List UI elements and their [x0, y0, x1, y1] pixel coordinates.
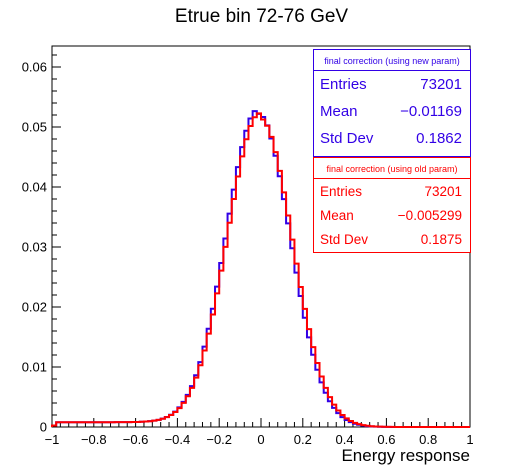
- stats-value: −0.01169: [400, 103, 462, 120]
- stats-label: Entries: [320, 76, 367, 93]
- x-tick-label: 0: [257, 432, 264, 447]
- y-tick-label: 0.01: [22, 360, 47, 375]
- x-tick-label: −1: [45, 432, 60, 447]
- stats-label: Mean: [320, 207, 354, 223]
- stats-divider: [314, 70, 470, 71]
- x-tick-label: −0.4: [165, 432, 191, 447]
- stats-value: 73201: [424, 183, 462, 199]
- stats-value: −0.005299: [397, 207, 462, 223]
- stats-box-new-param: final correction (using new param) Entri…: [313, 49, 471, 157]
- x-tick-label: 0.8: [419, 432, 437, 447]
- stats-box-old-param: final correction (using old param) Entri…: [313, 157, 471, 253]
- stats-divider: [314, 178, 470, 179]
- y-tick-label: 0.04: [22, 180, 47, 195]
- y-tick-label: 0.03: [22, 240, 47, 255]
- stats-value: 73201: [420, 76, 462, 93]
- stats-row-entries: Entries 73201: [314, 71, 470, 98]
- x-tick-label: −0.6: [123, 432, 149, 447]
- stats-label: Entries: [320, 183, 363, 199]
- stats-row-mean: Mean −0.005299: [314, 203, 470, 227]
- x-axis-title: Energy response: [341, 446, 470, 465]
- x-tick-label: 0.6: [377, 432, 395, 447]
- stats-label: Mean: [320, 103, 358, 120]
- y-tick-label: 0.02: [22, 300, 47, 315]
- x-tick-label: 0.4: [336, 432, 354, 447]
- stats-label: Std Dev: [320, 231, 369, 247]
- x-tick-label: 0.2: [294, 432, 312, 447]
- stats-header-new: final correction (using new param): [324, 56, 460, 66]
- y-tick-label: 0.06: [22, 60, 47, 75]
- stats-value: 0.1862: [416, 130, 462, 147]
- stats-header-old: final correction (using old param): [326, 164, 458, 174]
- stats-row-std: Std Dev 0.1875: [314, 227, 470, 251]
- chart-title: Etrue bin 72-76 GeV: [174, 6, 349, 27]
- stats-value: 0.1875: [420, 231, 462, 247]
- stats-row-std: Std Dev 0.1862: [314, 125, 470, 152]
- stats-row-entries: Entries 73201: [314, 179, 470, 203]
- stats-label: Std Dev: [320, 130, 374, 147]
- x-tick-label: 1: [466, 432, 473, 447]
- stats-row-mean: Mean −0.01169: [314, 98, 470, 125]
- x-tick-label: −0.2: [206, 432, 232, 447]
- x-tick-label: −0.8: [81, 432, 107, 447]
- y-tick-label: 0: [40, 420, 47, 435]
- y-tick-label: 0.05: [22, 120, 47, 135]
- histogram-old-param: [51, 112, 470, 428]
